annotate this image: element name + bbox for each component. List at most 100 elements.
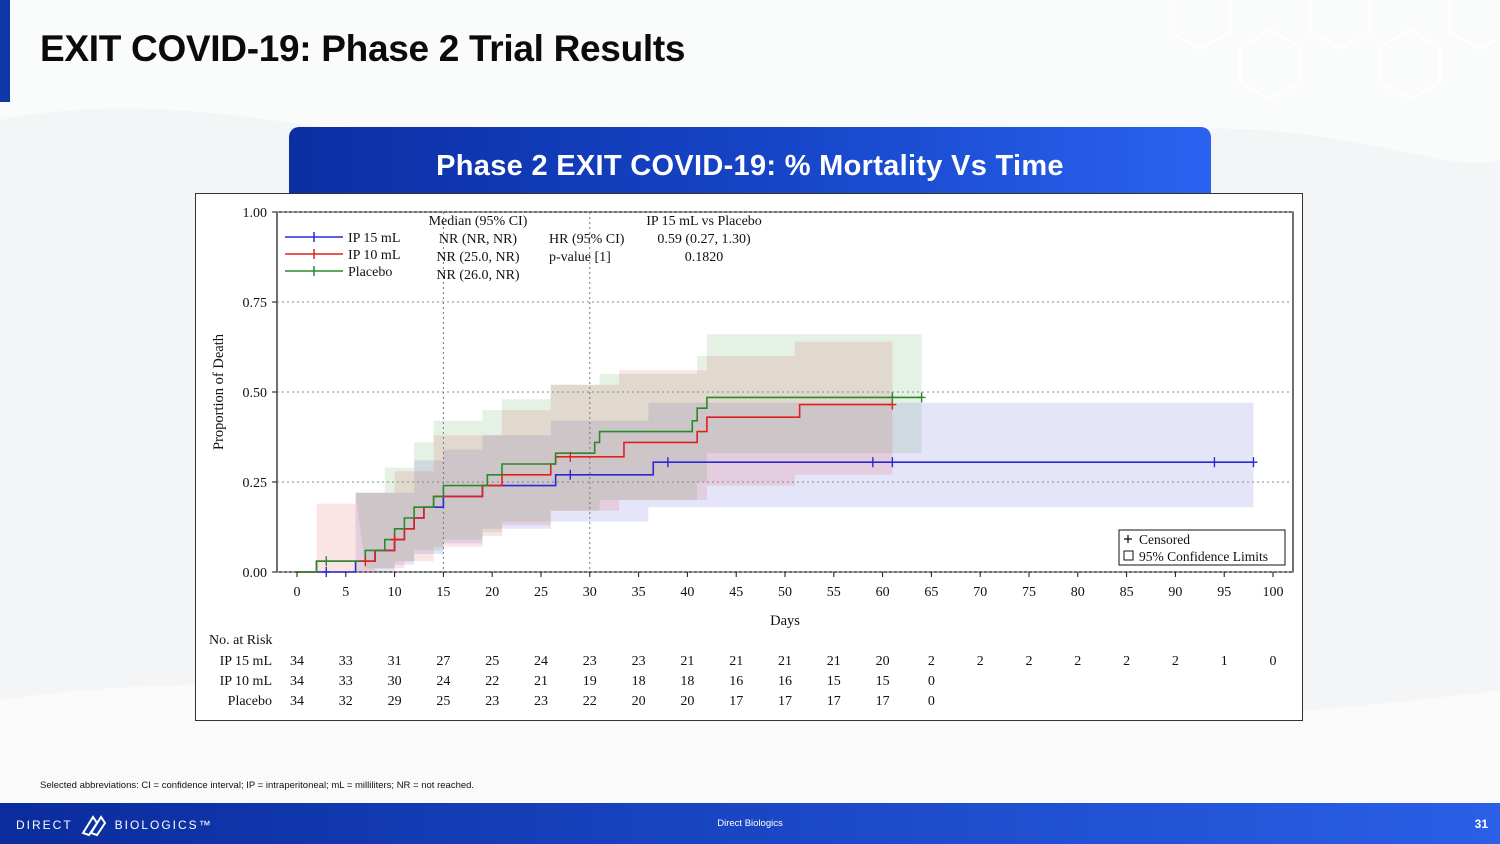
- accent-bar: [0, 0, 10, 102]
- x-tick-label: 65: [924, 585, 938, 600]
- risk-cell: 21: [778, 654, 792, 669]
- risk-cell: 0: [928, 694, 935, 709]
- pvalue-label: p-value [1]: [549, 250, 611, 265]
- x-tick-label: 0: [294, 585, 301, 600]
- risk-cell: 24: [436, 674, 450, 689]
- risk-cell: 1: [1221, 654, 1228, 669]
- x-tick-label: 5: [342, 585, 349, 600]
- risk-cell: 21: [534, 674, 548, 689]
- x-tick-label: 50: [778, 585, 792, 600]
- risk-cell: 22: [583, 694, 597, 709]
- risk-table-title: No. at Risk: [209, 633, 272, 648]
- x-tick-label: 35: [632, 585, 646, 600]
- risk-cell: 0: [928, 674, 935, 689]
- legend-label-placebo: Placebo: [348, 265, 392, 280]
- ci-legend: Censored 95% Confidence Limits: [1118, 529, 1286, 566]
- x-tick-label: 45: [729, 585, 743, 600]
- risk-cell: 22: [485, 674, 499, 689]
- risk-cell: 2: [1074, 654, 1081, 669]
- risk-cell: 2: [977, 654, 984, 669]
- risk-cell: 32: [339, 694, 353, 709]
- ci-band-1: [316, 334, 893, 572]
- x-tick-label: 25: [534, 585, 548, 600]
- km-curve-2: [297, 396, 922, 573]
- risk-cell: 23: [485, 694, 499, 709]
- hr-value: 0.59 (0.27, 1.30): [657, 232, 751, 247]
- x-tick-label: 85: [1120, 585, 1134, 600]
- x-tick-label: 30: [583, 585, 597, 600]
- risk-cell: 34: [290, 674, 304, 689]
- ci-band-0: [316, 395, 1254, 572]
- x-tick-label: 60: [876, 585, 890, 600]
- risk-cell: 18: [632, 674, 646, 689]
- x-tick-label: 40: [680, 585, 694, 600]
- risk-cell: 2: [1026, 654, 1033, 669]
- chart-panel: 0 5 10 15 20 25 30 35 40 45 50 55 60 65 70 75 80 85 90 95 10…: [195, 193, 1303, 721]
- x-tick-label: 10: [388, 585, 402, 600]
- x-tick-label: 70: [973, 585, 987, 600]
- risk-cell: 21: [680, 654, 694, 669]
- x-tick-label: 90: [1168, 585, 1182, 600]
- chart-banner: Phase 2 EXIT COVID-19: % Mortality Vs Ti…: [289, 127, 1211, 195]
- risk-cell: 2: [1172, 654, 1179, 669]
- risk-cell: 18: [680, 674, 694, 689]
- x-axis-label: Days: [770, 613, 800, 629]
- ci-legend-box: [1118, 529, 1286, 566]
- x-tick-label: 75: [1022, 585, 1036, 600]
- hr-label: HR (95% CI): [549, 232, 625, 247]
- abbreviations-footnote: Selected abbreviations: CI = confidence …: [40, 780, 475, 791]
- risk-cell: 2: [1123, 654, 1130, 669]
- risk-cell: 17: [729, 694, 743, 709]
- risk-cell: 34: [290, 694, 304, 709]
- km-chart: 0 5 10 15 20 25 30 35 40 45 50 55 60 65 70 75 80 85 90 95 10…: [209, 206, 1294, 709]
- censored-legend-label: Censored: [1139, 532, 1190, 547]
- x-tick-label: 20: [485, 585, 499, 600]
- ci-band-2: [355, 334, 922, 569]
- footer-company: Direct Biologics: [717, 818, 783, 829]
- risk-cell: 19: [583, 674, 597, 689]
- slide-title: EXIT COVID-19: Phase 2 Trial Results: [40, 28, 686, 69]
- y-tick-label: 0.00: [243, 566, 268, 581]
- risk-row-label: IP 10 mL: [220, 674, 272, 689]
- risk-cell: 15: [876, 674, 890, 689]
- risk-cell: 2: [928, 654, 935, 669]
- risk-row-label: Placebo: [228, 694, 272, 709]
- ci-legend-label: 95% Confidence Limits: [1139, 549, 1268, 564]
- company-logo: DIRECT BIOLOGICS™: [16, 813, 213, 837]
- risk-cell: 17: [876, 694, 890, 709]
- x-tick-label: 95: [1217, 585, 1231, 600]
- risk-cell: 20: [876, 654, 890, 669]
- series-legend: IP 15 mL IP 10 mL Placebo: [285, 231, 400, 280]
- median-ip10: NR (25.0, NR): [436, 250, 520, 265]
- risk-cell: 15: [827, 674, 841, 689]
- risk-cell: 29: [388, 694, 402, 709]
- risk-cell: 23: [583, 654, 597, 669]
- legend-label-ip15: IP 15 mL: [348, 231, 400, 246]
- legend-label-ip10: IP 10 mL: [348, 248, 400, 263]
- ci-legend-swatch: [1123, 550, 1134, 561]
- x-tick-label: 55: [827, 585, 841, 600]
- risk-cell: 33: [339, 674, 353, 689]
- x-tick-label: 100: [1263, 585, 1284, 600]
- page-number: 31: [1474, 817, 1488, 831]
- risk-cell: 20: [632, 694, 646, 709]
- logo-mark-icon: [81, 815, 106, 837]
- risk-cell: 23: [632, 654, 646, 669]
- risk-cell: 30: [388, 674, 402, 689]
- risk-cell: 34: [290, 654, 304, 669]
- risk-cell: 25: [436, 694, 450, 709]
- risk-cell: 16: [729, 674, 743, 689]
- y-axis-label: Proportion of Death: [211, 333, 227, 450]
- median-header: Median (95% CI): [429, 214, 528, 229]
- x-tick-label: 15: [436, 585, 450, 600]
- risk-cell: 20: [680, 694, 694, 709]
- hexagon-decoration: [1170, 0, 1500, 101]
- risk-cell: 17: [827, 694, 841, 709]
- pvalue-value: 0.1820: [685, 250, 724, 265]
- risk-cell: 16: [778, 674, 792, 689]
- y-tick-label: 1.00: [243, 206, 268, 221]
- risk-cell: 25: [485, 654, 499, 669]
- risk-cell: 33: [339, 654, 353, 669]
- logo-word-right: BIOLOGICS™: [114, 818, 213, 832]
